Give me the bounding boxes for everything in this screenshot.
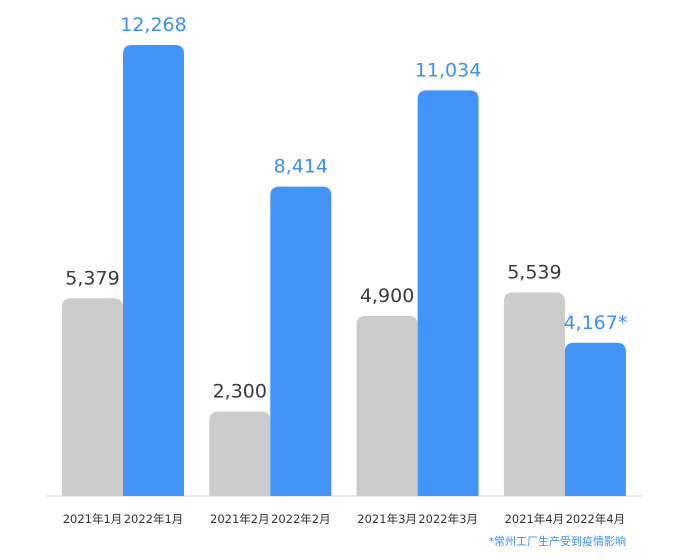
x-tick-label-y2022-1: 2022年1月 — [124, 512, 184, 526]
bars-layer — [62, 45, 626, 496]
value-label-y2022-3: 11,034 — [415, 59, 481, 81]
bar-y2021-1 — [62, 298, 123, 496]
bar-y2022-4 — [564, 342, 626, 496]
x-labels-layer: 2021年1月 2022年1月 2021年2月 2022年2月 2021年3月 2022年… — [63, 512, 625, 526]
x-tick-label-y2021-3: 2021年3月 — [357, 512, 417, 526]
value-label-y2021-4: 5,539 — [507, 261, 561, 283]
bar-y2022-2 — [270, 186, 332, 496]
bar-y2021-4 — [503, 292, 565, 496]
x-tick-label-y2022-2: 2022年2月 — [271, 512, 331, 526]
x-tick-label-y2021-2: 2021年2月 — [210, 512, 270, 526]
value-label-y2021-1: 5,379 — [65, 267, 119, 289]
bar-y2022-1 — [123, 45, 184, 496]
value-label-y2021-3: 4,900 — [360, 285, 414, 307]
value-label-y2022-2: 8,414 — [274, 156, 328, 178]
bar-y2021-2 — [209, 411, 271, 496]
value-label-y2022-4: 4,167* — [563, 312, 627, 334]
value-label-y2021-2: 2,300 — [213, 380, 267, 402]
x-tick-label-y2021-1: 2021年1月 — [63, 512, 123, 526]
value-label-y2022-1: 12,268 — [120, 14, 186, 36]
footnote: *常州工厂生产受到疫情影响 — [488, 535, 627, 548]
x-tick-label-y2022-4: 2022年4月 — [566, 512, 626, 526]
bar-y2021-3 — [356, 315, 418, 496]
x-tick-label-y2021-4: 2021年4月 — [505, 512, 565, 526]
bar-y2022-3 — [417, 90, 479, 496]
x-tick-label-y2022-3: 2022年3月 — [418, 512, 478, 526]
value-labels-layer: 5,379 12,268 2,300 8,414 4,900 11,034 5,539 4,1… — [65, 14, 627, 402]
